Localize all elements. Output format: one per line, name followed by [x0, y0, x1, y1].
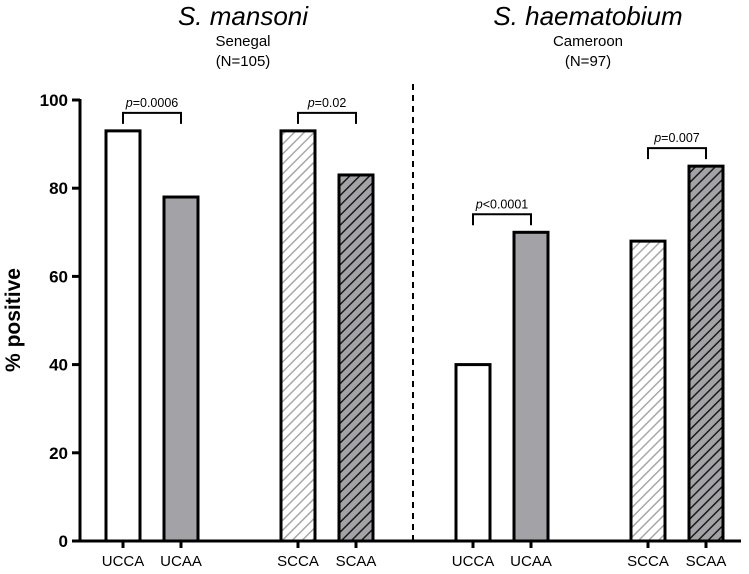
bar-mansoni-ucaa	[162, 195, 200, 543]
panel-n-haematobium: (N=97)	[565, 53, 611, 70]
x-tick-label-mansoni-ucca: UCCA	[102, 553, 145, 570]
y-tick-label: 20	[49, 444, 68, 463]
p-value-label: p<0.0001	[475, 197, 529, 211]
significance-bracket	[297, 111, 357, 124]
bar-mansoni-scaa	[337, 173, 375, 543]
panel-subtitle-haematobium: Cameroon	[553, 33, 623, 50]
x-tick-label-mansoni-scaa: SCAA	[336, 553, 377, 570]
p-value-label: p=0.02	[307, 96, 347, 110]
bar-mansoni-ucca	[104, 129, 142, 543]
x-tick-label-haematobium-ucca: UCCA	[452, 553, 495, 570]
significance-bracket	[472, 213, 532, 226]
bar-haematobium-ucca	[454, 363, 492, 543]
x-tick-label-haematobium-ucaa: UCAA	[510, 553, 552, 570]
y-tick-label: 100	[40, 91, 68, 110]
panel-n-mansoni: (N=105)	[216, 53, 271, 70]
bar-mansoni-scca	[279, 129, 317, 543]
panel-title-mansoni: S. mansoni	[178, 1, 309, 31]
y-tick-label: 0	[59, 532, 68, 551]
y-axis-label: % positive	[2, 268, 25, 372]
panel-subtitle-mansoni: Senegal	[215, 33, 270, 50]
panel-title-haematobium: S. haematobium	[493, 1, 682, 31]
y-tick-label: 80	[49, 179, 68, 198]
x-tick-label-haematobium-scaa: SCAA	[686, 553, 727, 570]
significance-bracket	[647, 147, 707, 160]
p-value-label: p=0.007	[653, 131, 700, 145]
bar-haematobium-scaa	[687, 164, 725, 543]
bar-haematobium-ucaa	[512, 230, 550, 543]
p-value-label: p=0.0006	[125, 96, 179, 110]
bar-haematobium-scca	[629, 239, 667, 543]
x-tick-label-mansoni-ucaa: UCAA	[160, 553, 202, 570]
y-tick-label: 60	[49, 267, 68, 286]
significance-bracket	[122, 111, 182, 124]
y-tick-label: 40	[49, 356, 68, 375]
x-tick-label-haematobium-scca: SCCA	[627, 553, 669, 570]
x-tick-label-mansoni-scca: SCCA	[277, 553, 319, 570]
